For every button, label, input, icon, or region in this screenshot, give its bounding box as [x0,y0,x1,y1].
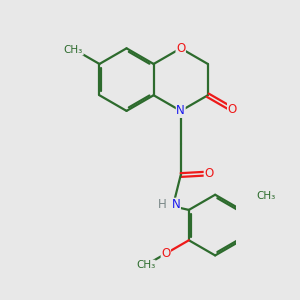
Text: CH₃: CH₃ [64,45,83,55]
Text: O: O [228,103,237,116]
Text: H: H [158,198,166,211]
Text: O: O [204,167,214,180]
Text: O: O [161,247,170,260]
Text: O: O [176,42,185,55]
Text: N: N [176,104,185,117]
Text: CH₃: CH₃ [136,260,155,270]
Text: CH₃: CH₃ [256,191,275,201]
Text: N: N [172,198,180,211]
